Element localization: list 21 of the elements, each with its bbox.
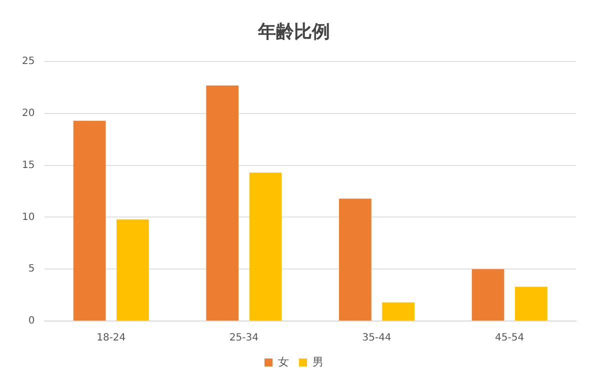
- y-tick-label: 15: [22, 160, 35, 171]
- bar: [73, 120, 106, 320]
- y-tick-label: 25: [22, 56, 35, 68]
- bar: [206, 85, 239, 320]
- bar: [339, 198, 372, 320]
- bar: [472, 269, 504, 320]
- x-tick-label: 18-24: [96, 332, 126, 344]
- legend-label: 男: [312, 355, 324, 368]
- legend-label: 女: [278, 355, 289, 368]
- y-tick-label: 10: [22, 212, 35, 223]
- bar: [249, 172, 282, 320]
- y-tick-label: 5: [28, 264, 35, 275]
- x-tick-label: 45-54: [495, 332, 524, 344]
- bar: [116, 219, 149, 320]
- chart-title: 年齢比例: [257, 21, 330, 42]
- y-tick-label: 0: [28, 316, 35, 327]
- bar: [382, 302, 415, 320]
- x-tick-label: 25-34: [229, 332, 258, 344]
- x-tick-label: 35-44: [362, 332, 392, 344]
- y-tick-label: 20: [22, 108, 35, 120]
- bar: [514, 286, 548, 320]
